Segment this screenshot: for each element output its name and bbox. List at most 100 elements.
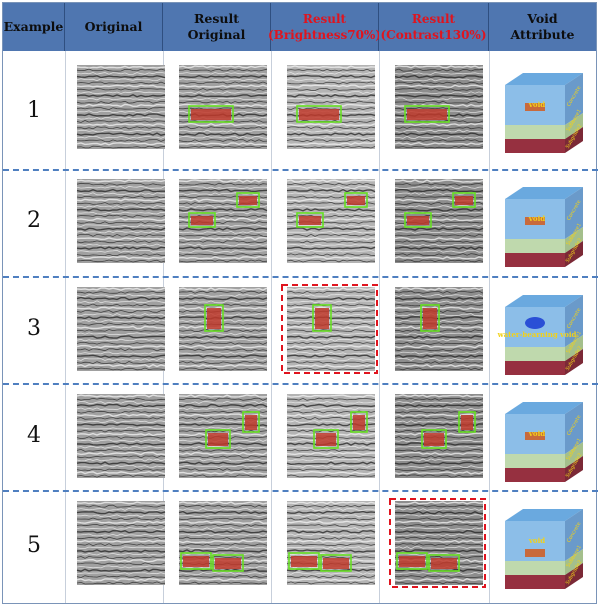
radargram-trace [286, 129, 376, 133]
radargram-trace [178, 107, 268, 110]
radargram-trace [77, 426, 166, 430]
radargram-trace [286, 293, 376, 297]
radargram-trace [178, 348, 268, 352]
radargram-trace [286, 527, 376, 531]
header-original: Original [65, 3, 163, 51]
void-reflection [431, 558, 457, 569]
result-brightness-radargram [279, 175, 379, 267]
radargram-trace [76, 558, 166, 563]
radargram-trace [394, 407, 484, 411]
pavement-layer [565, 227, 583, 253]
radargram-trace [178, 188, 268, 193]
void-reflection [353, 415, 365, 430]
radargram-trace [286, 501, 376, 505]
radargram-trace [76, 129, 166, 133]
radargram-trace [76, 549, 166, 553]
radargram-background [77, 287, 165, 371]
radargram-trace [76, 188, 165, 193]
radargram-trace [394, 243, 484, 247]
radargram-trace [286, 132, 376, 137]
radargram-trace [286, 74, 376, 79]
radargram-trace [76, 192, 166, 196]
void-reflection [347, 196, 365, 205]
result-contrast-radargram [387, 390, 487, 482]
radargram-trace [76, 116, 165, 120]
radargram-trace [178, 539, 268, 544]
radargram-trace [394, 445, 484, 449]
radargram-trace [286, 91, 376, 95]
radargram-trace [394, 132, 484, 136]
void-reflection [245, 415, 257, 430]
void-reflection [208, 433, 228, 446]
radargram-trace [76, 448, 166, 452]
radargram-trace [395, 367, 484, 371]
radargram-trace [178, 461, 268, 465]
radargram-trace [394, 94, 484, 98]
radargram-trace [76, 533, 165, 537]
radargram-trace [286, 227, 376, 231]
radargram-trace [394, 338, 484, 342]
pavement-layer [505, 347, 565, 361]
void-attribute-model: Concrete Subbase1 Subgrade2 water-bearning … [497, 289, 589, 381]
column-divider [65, 51, 66, 603]
radargram-trace [394, 236, 484, 241]
radargram-trace [394, 400, 484, 404]
radargram-trace [286, 290, 376, 294]
radargram-trace [286, 87, 376, 91]
radargram-trace [76, 507, 166, 511]
header-result-contrast-line2: (Contrast130%) [380, 28, 487, 42]
radargram-trace [76, 97, 166, 101]
radargram-trace [286, 455, 376, 459]
radargram-trace [76, 470, 166, 475]
pavement-layer [565, 456, 583, 482]
radargram-trace [394, 290, 484, 294]
header-result-brightness-line2: (Brightness70%) [268, 28, 382, 42]
radargram-trace [76, 354, 166, 359]
detection-box [428, 554, 460, 572]
radargram-trace [178, 517, 268, 521]
detection-box [312, 304, 332, 332]
void-reflection [423, 308, 437, 329]
pavement-layer [565, 113, 583, 139]
radargram-trace [395, 510, 484, 515]
radargram-trace [178, 250, 268, 253]
radargram-trace [76, 555, 166, 559]
void-reflection [315, 308, 329, 329]
radargram-trace [76, 120, 166, 123]
example-number: 2 [27, 208, 41, 233]
radargram-trace [394, 68, 484, 72]
result-brightness-radargram [279, 283, 379, 375]
detection-box [242, 411, 260, 433]
void-attribute-model: Concrete Subbase1 Subgrade2 void [497, 503, 589, 595]
radargram-trace [77, 110, 165, 114]
radargram-trace [394, 296, 484, 301]
radargram-trace [178, 71, 268, 75]
radargram-trace [76, 407, 166, 411]
radargram-trace [286, 510, 376, 515]
radargram-trace [76, 78, 166, 82]
radargram-trace [286, 523, 376, 527]
radargram-trace [178, 543, 268, 546]
header-void-attribute-line2: Attribute [510, 27, 575, 42]
detection-box [396, 552, 428, 570]
radargram-trace [76, 465, 166, 468]
detection-box [236, 192, 260, 208]
radargram-background [287, 65, 375, 149]
radargram-trace [76, 136, 166, 139]
pavement-layer [565, 295, 583, 347]
radargram-trace [178, 126, 268, 130]
radargram-trace [178, 501, 268, 505]
radargram-trace [178, 179, 268, 183]
radargram-trace [76, 539, 166, 543]
radargram-trace [178, 341, 268, 345]
radargram-trace [178, 400, 268, 404]
radargram-trace [394, 139, 483, 142]
result-original-radargram [171, 61, 271, 153]
void-label: void [528, 214, 545, 223]
radargram-trace [178, 474, 268, 478]
radargram-trace [286, 78, 376, 82]
radargram-trace [394, 74, 484, 79]
radargram-trace [394, 253, 484, 257]
radargram-trace [77, 514, 166, 518]
radargram-trace [76, 568, 166, 572]
